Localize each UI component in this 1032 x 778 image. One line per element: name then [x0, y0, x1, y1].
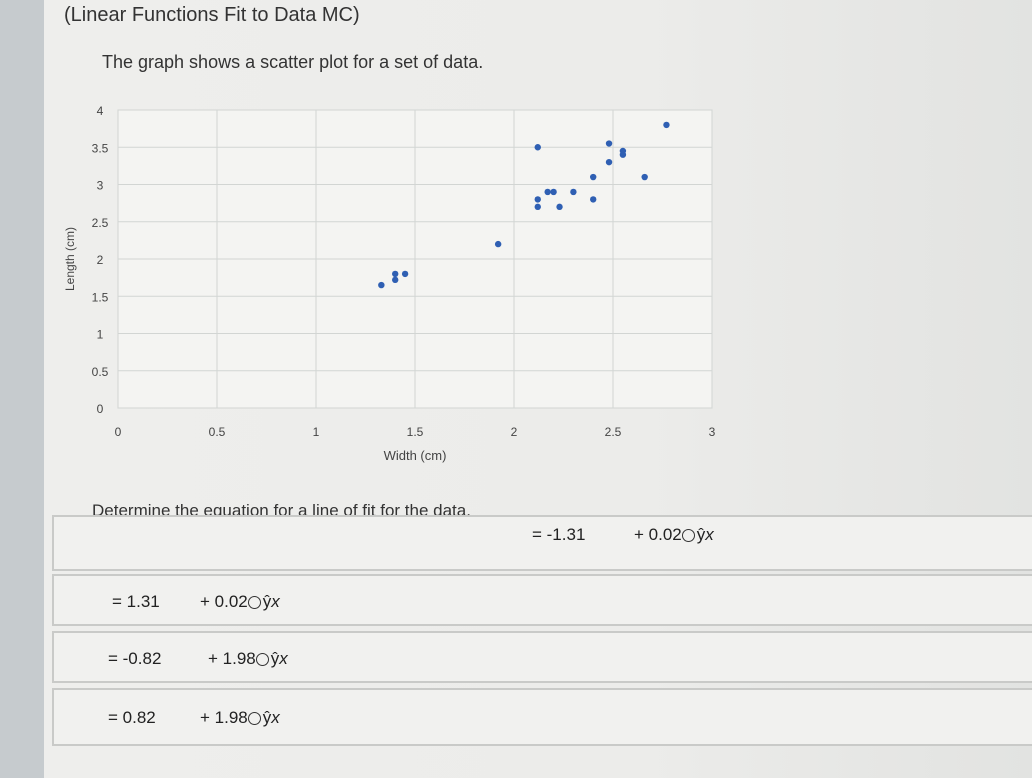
data-point [392, 276, 399, 284]
data-point [392, 270, 399, 278]
x-tick-label: 1.5 [407, 425, 424, 439]
option-b-var: x [271, 592, 280, 611]
data-point [590, 173, 597, 181]
data-point [534, 203, 541, 211]
circle-icon [247, 595, 261, 609]
option-a-var: x [705, 525, 714, 544]
option-d-intercept: = 0.82 [108, 708, 156, 727]
answer-option-b[interactable]: = 1.31 + 0.02 ŷ x [52, 574, 1032, 626]
window-edge [0, 0, 44, 778]
data-point [641, 173, 648, 181]
option-d-slope: + 1.98 [200, 708, 248, 727]
question-prompt: The graph shows a scatter plot for a set… [102, 52, 484, 72]
y-tick-label: 0.5 [92, 365, 109, 379]
data-point [605, 140, 613, 147]
circle-icon [681, 528, 695, 542]
y-tick-label: 2.5 [92, 216, 109, 230]
option-d-hat: ŷ [262, 708, 272, 727]
y-tick-label: 2 [97, 253, 104, 267]
y-tick-label: 1 [97, 328, 104, 342]
data-point [570, 188, 577, 196]
answer-option-a[interactable]: = -1.31 + 0.02 ŷ x [52, 515, 1032, 571]
answer-option-c[interactable]: = -0.82 + 1.98 ŷ x [52, 631, 1032, 683]
option-a-intercept: = -1.31 [532, 525, 586, 544]
option-c-slope: + 1.98 [208, 649, 256, 668]
option-c-slope-term: + 1.98 ŷ x [208, 649, 288, 669]
y-tick-label: 4 [97, 104, 104, 118]
answer-option-d[interactable]: = 0.82 + 1.98 ŷ x [52, 688, 1032, 746]
y-tick-label: 3 [97, 179, 104, 193]
scatter-plot-svg: 0 0.5 1 1.5 2 2.5 3 3.5 4 0 0.5 1 1.5 2 2.5 3 Width (cm)… [63, 104, 716, 463]
option-b-slope-term: + 0.02 ŷ x [200, 592, 280, 612]
page-title: (Linear Functions Fit to Data MC) [64, 4, 360, 26]
data-point [534, 144, 541, 151]
data-point [544, 188, 551, 196]
option-c-intercept: = -0.82 [108, 649, 162, 668]
circle-icon [247, 711, 261, 725]
option-b-intercept: = 1.31 [112, 592, 160, 611]
option-a-hat: ŷ [696, 525, 706, 544]
option-d-slope-term: + 1.98 ŷ x [200, 708, 280, 728]
x-axis-label: Width (cm) [384, 448, 447, 463]
data-point [619, 151, 627, 158]
data-point [378, 281, 385, 289]
x-tick-label: 0.5 [209, 425, 226, 439]
x-tick-label: 3 [709, 425, 716, 439]
x-tick-label: 2 [511, 425, 518, 439]
y-tick-label: 1.5 [92, 290, 109, 304]
y-tick-label: 3.5 [92, 141, 109, 155]
data-point [663, 121, 670, 129]
x-tick-label: 2.5 [605, 425, 622, 439]
x-tick-label: 0 [115, 425, 122, 439]
option-c-hat: ŷ [270, 649, 280, 668]
x-tick-label: 1 [313, 425, 320, 439]
data-point [590, 196, 597, 203]
y-axis-label: Length (cm) [63, 227, 77, 291]
option-a-slope: + 0.02 [634, 525, 682, 544]
option-a-slope-term: + 0.02 ŷ x [634, 525, 714, 545]
option-c-var: x [279, 649, 288, 668]
data-point [534, 196, 541, 203]
data-point [556, 203, 563, 211]
option-d-var: x [271, 708, 280, 727]
data-point [550, 188, 557, 196]
data-point [605, 158, 613, 166]
scatter-chart: 0 0.5 1 1.5 2 2.5 3 3.5 4 0 0.5 1 1.5 2 2.5 3 Width (cm)… [52, 90, 752, 470]
data-point [494, 240, 502, 248]
option-b-slope: + 0.02 [200, 592, 248, 611]
data-point [401, 270, 409, 278]
option-b-hat: ŷ [262, 592, 272, 611]
y-tick-label: 0 [97, 402, 104, 416]
circle-icon [255, 652, 269, 666]
